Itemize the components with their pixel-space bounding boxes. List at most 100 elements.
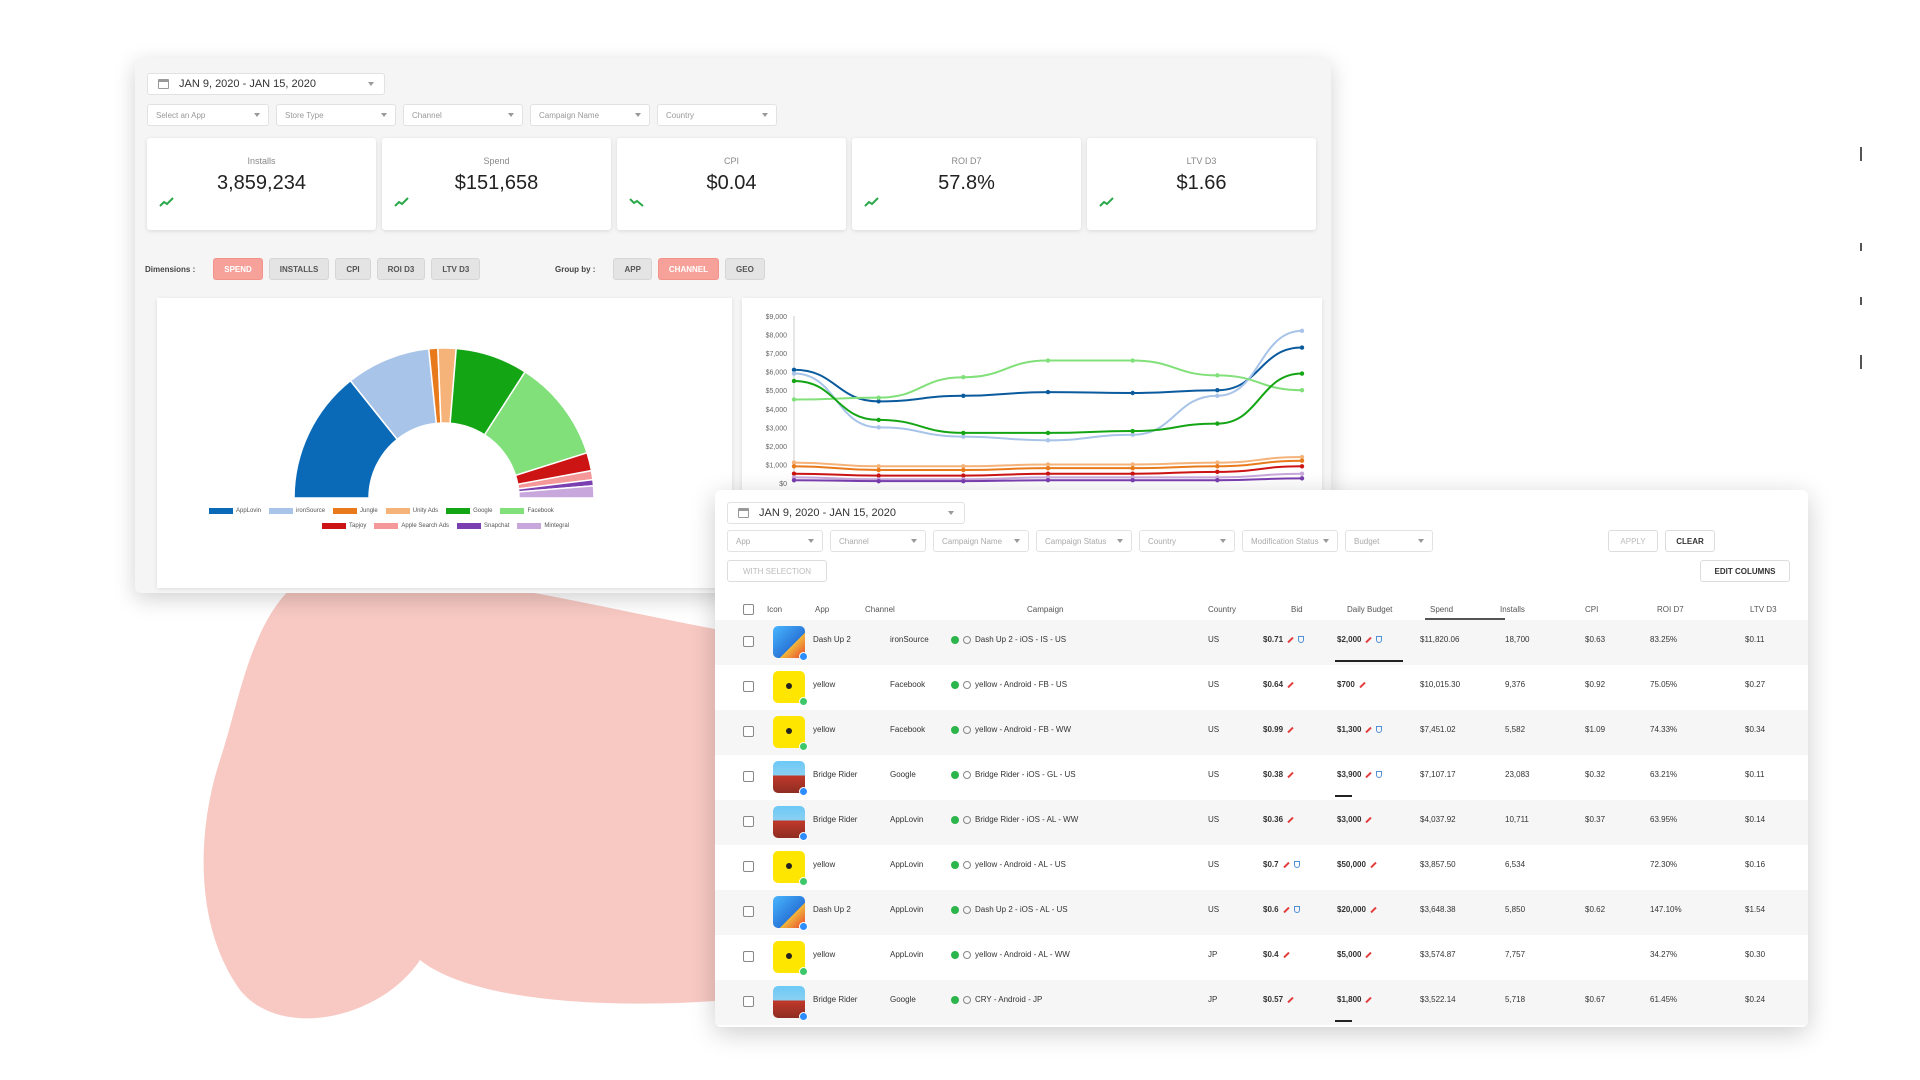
data-point[interactable] [961,375,966,380]
edit-pencil-icon[interactable] [1370,906,1377,914]
data-point[interactable] [1215,373,1220,378]
legend-item[interactable]: Snapchat [457,523,509,529]
table-row[interactable]: yellow Facebook yellow - Android - FB - WW… [715,710,1808,755]
edit-pencil-icon[interactable] [1365,771,1373,779]
dimension-pill-spend[interactable]: SPEND [213,258,263,280]
daily-budget-cell[interactable]: $2,000 [1337,635,1383,644]
edit-pencil-icon[interactable] [1287,771,1294,779]
store-type-filter[interactable]: Store Type [276,104,396,126]
data-point[interactable] [961,430,966,436]
daily-budget-cell[interactable]: $3,900 [1337,770,1383,779]
bid-cell[interactable]: $0.7 [1263,860,1300,869]
data-point[interactable] [791,471,797,476]
legend-item[interactable]: ironSource [269,508,325,514]
bid-cell[interactable]: $0.4 [1263,950,1290,959]
campaign-name[interactable]: CRY - Android - JP [975,995,1043,1004]
column-header-cpi[interactable]: CPI [1585,605,1599,614]
data-point[interactable] [876,399,881,404]
data-point[interactable] [1130,390,1135,396]
edit-pencil-icon[interactable] [1282,951,1290,959]
data-point[interactable] [1130,428,1135,434]
edit-pencil-icon[interactable] [1365,996,1373,1004]
data-point[interactable] [1045,471,1051,476]
data-point[interactable] [1299,371,1305,376]
column-header-daily-budget[interactable]: Daily Budget [1347,605,1393,614]
edit-pencil-icon[interactable] [1359,681,1366,689]
edit-pencil-icon[interactable] [1370,861,1377,869]
group-by-pill-app[interactable]: APP [613,258,652,280]
data-point[interactable] [1130,471,1135,476]
data-point[interactable] [1130,432,1135,437]
edit-pencil-icon[interactable] [1365,816,1373,824]
daily-budget-cell[interactable]: $20,000 [1337,905,1377,914]
data-point[interactable] [876,464,881,469]
data-point[interactable] [1045,358,1051,363]
country-filter[interactable]: Country [1139,530,1235,552]
row-checkbox[interactable] [743,636,754,647]
campaign-status-filter[interactable]: Campaign Status [1036,530,1132,552]
campaign-name[interactable]: yellow - Android - AL - US [975,860,1066,869]
column-header-app[interactable]: App [815,605,830,614]
data-point[interactable] [1299,471,1305,476]
table-row[interactable]: yellow Facebook yellow - Android - FB - US… [715,665,1808,710]
bid-cell[interactable]: $0.36 [1263,815,1294,824]
data-point[interactable] [876,395,881,400]
legend-item[interactable]: Mintegral [517,523,569,529]
daily-budget-cell[interactable]: $1,800 [1337,995,1373,1004]
bid-cell[interactable]: $0.64 [1263,680,1294,689]
bid-cell[interactable]: $0.99 [1263,725,1294,734]
data-point[interactable] [1045,478,1051,483]
legend-item[interactable]: Jungle [333,508,378,514]
data-point[interactable] [791,371,797,376]
group-by-pill-channel[interactable]: CHANNEL [657,258,720,280]
data-point[interactable] [1299,458,1305,463]
campaign-name[interactable]: yellow - Android - FB - WW [975,725,1072,734]
row-checkbox[interactable] [743,951,754,962]
column-header-campaign[interactable]: Campaign [1027,605,1064,614]
table-row[interactable]: yellow AppLovin yellow - Android - AL - US… [715,845,1808,890]
data-point[interactable] [961,393,966,398]
data-point[interactable] [1045,430,1051,436]
row-checkbox[interactable] [743,816,754,827]
clear-button[interactable]: CLEAR [1665,530,1715,552]
dimension-pill-installs[interactable]: INSTALLS [268,258,330,280]
column-header-channel[interactable]: Channel [865,605,895,614]
legend-item[interactable]: Google [446,508,492,514]
data-point[interactable] [876,478,881,484]
legend-item[interactable]: Unity Ads [385,508,438,514]
edit-pencil-icon[interactable] [1365,636,1373,644]
data-point[interactable] [1215,388,1220,393]
edit-pencil-icon[interactable] [1287,636,1294,644]
channel-filter[interactable]: Channel [830,530,926,552]
edit-pencil-icon[interactable] [1287,996,1294,1004]
column-header-installs[interactable]: Installs [1500,605,1525,614]
dimension-pill-cpi[interactable]: CPI [335,258,371,280]
data-point[interactable] [876,425,881,430]
edit-pencil-icon[interactable] [1282,906,1290,914]
daily-budget-cell[interactable]: $3,000 [1337,815,1373,824]
with-selection-button[interactable]: WITH SELECTION [727,560,827,582]
data-point[interactable] [1215,460,1220,465]
data-point[interactable] [1215,478,1220,483]
data-point[interactable] [791,478,797,483]
data-point[interactable] [1299,345,1305,350]
daily-budget-cell[interactable]: $5,000 [1337,950,1373,959]
data-point[interactable] [1215,469,1220,475]
data-point[interactable] [1215,464,1220,469]
edit-pencil-icon[interactable] [1365,951,1373,959]
campaign-name[interactable]: yellow - Android - FB - US [975,680,1068,689]
data-point[interactable] [791,460,797,465]
bid-cell[interactable]: $0.57 [1263,995,1294,1004]
legend-item[interactable]: Tapjoy [322,523,366,529]
data-point[interactable] [791,464,797,469]
column-header-spend[interactable]: Spend [1430,605,1454,614]
legend-item[interactable]: Apple Search Ads [374,523,449,529]
date-range-picker[interactable]: JAN 9, 2020 - JAN 15, 2020 [727,502,965,524]
edit-pencil-icon[interactable] [1365,726,1373,734]
data-point[interactable] [791,367,797,373]
edit-pencil-icon[interactable] [1282,861,1290,869]
row-checkbox[interactable] [743,861,754,872]
data-point[interactable] [1130,358,1135,363]
edit-columns-button[interactable]: EDIT COLUMNS [1700,560,1790,582]
data-point[interactable] [876,473,881,478]
